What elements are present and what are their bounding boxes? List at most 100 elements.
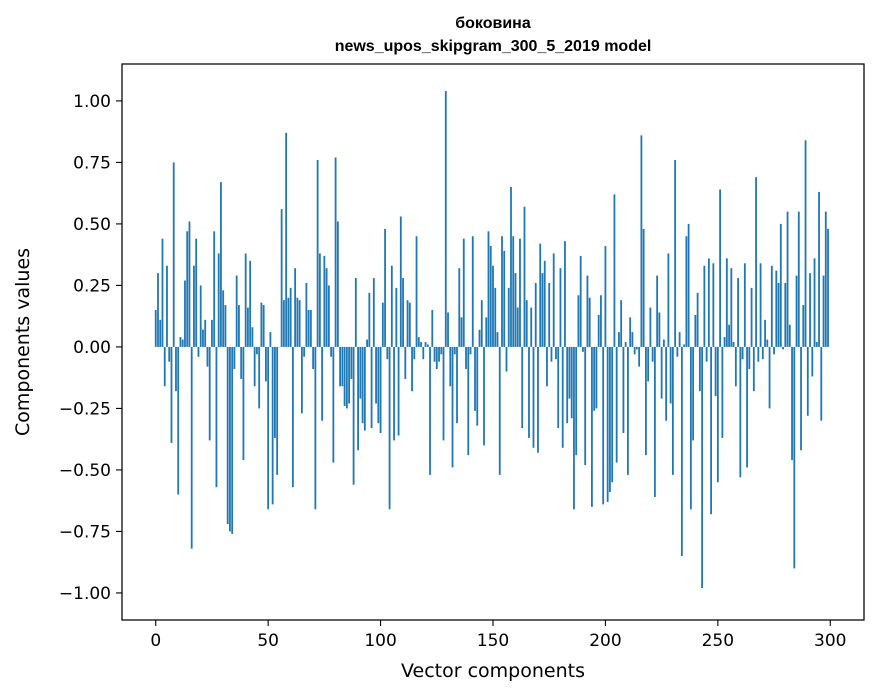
bar: [636, 346, 638, 350]
bar: [573, 346, 575, 510]
bar: [334, 157, 337, 347]
bar: [447, 312, 449, 347]
bar: [438, 346, 440, 362]
bar: [469, 346, 472, 355]
bar: [429, 346, 431, 475]
bar: [262, 305, 265, 347]
bar: [190, 346, 193, 549]
bar: [384, 228, 386, 347]
bar: [615, 346, 618, 463]
bar: [199, 285, 202, 347]
bar: [633, 346, 636, 355]
bar: [620, 300, 623, 347]
x-tick-label: 300: [814, 631, 846, 651]
bar: [184, 280, 186, 347]
bar: [256, 346, 258, 355]
bar: [588, 297, 591, 347]
bar: [343, 346, 346, 406]
bar: [532, 346, 535, 448]
bar: [276, 346, 279, 475]
y-axis-label: Components values: [12, 248, 34, 436]
bar: [485, 317, 488, 347]
bar: [395, 287, 398, 347]
bar: [755, 177, 757, 347]
bar: [163, 346, 166, 387]
bar: [375, 346, 377, 404]
bar: [354, 278, 357, 347]
bar: [370, 346, 373, 429]
bar: [449, 346, 452, 387]
bar: [557, 346, 560, 429]
bar: [361, 346, 364, 424]
bar: [732, 342, 735, 347]
bar: [314, 346, 317, 510]
bar: [802, 305, 805, 347]
bar: [734, 346, 737, 387]
bar: [701, 346, 704, 589]
bar: [793, 346, 796, 569]
bar: [804, 140, 807, 347]
bar: [552, 253, 555, 347]
bar: [458, 268, 461, 347]
bar: [235, 275, 238, 347]
bar: [442, 346, 445, 441]
bar: [238, 305, 240, 347]
bar: [492, 265, 494, 347]
bar: [687, 223, 690, 347]
bar: [244, 253, 247, 347]
bar: [253, 346, 256, 387]
bar: [764, 319, 766, 347]
bar: [683, 344, 686, 347]
bar: [397, 346, 400, 436]
bar: [494, 287, 497, 347]
x-tick-label: 100: [364, 631, 396, 651]
bar: [568, 346, 571, 399]
bar: [757, 346, 760, 362]
bar: [240, 346, 243, 379]
bar: [287, 297, 290, 347]
bar: [348, 346, 350, 404]
bar: [541, 273, 544, 347]
bar: [710, 346, 712, 515]
bars-group: [154, 91, 829, 589]
bar: [784, 282, 787, 347]
bar: [444, 91, 447, 347]
bar: [746, 346, 748, 468]
bar: [685, 236, 688, 347]
bar: [800, 346, 802, 451]
bar: [525, 300, 528, 347]
bar: [309, 310, 312, 347]
y-tick-label: 0.50: [73, 215, 111, 235]
bar: [280, 209, 283, 347]
bar: [707, 258, 710, 347]
bar: [274, 346, 276, 438]
bar: [350, 346, 353, 379]
bar: [175, 346, 177, 392]
bar: [431, 310, 434, 347]
bar: [640, 135, 643, 347]
bar: [773, 346, 775, 355]
bar: [285, 132, 288, 347]
bar: [404, 346, 407, 379]
bar: [242, 346, 245, 461]
bar: [759, 263, 762, 347]
bar: [523, 206, 526, 347]
bar: [215, 346, 218, 488]
bar: [415, 236, 418, 347]
bar: [660, 346, 663, 399]
bar: [806, 346, 809, 416]
bar: [788, 324, 791, 347]
y-tick-label: −1.00: [59, 584, 111, 604]
bar: [815, 342, 818, 347]
bar: [591, 346, 593, 507]
bar: [721, 346, 724, 438]
bar: [613, 194, 616, 347]
bar: [584, 346, 587, 466]
bar: [521, 346, 524, 429]
bar: [606, 346, 609, 502]
bar: [426, 344, 429, 347]
bar: [537, 346, 539, 453]
bar: [408, 302, 411, 347]
bar: [645, 346, 647, 456]
